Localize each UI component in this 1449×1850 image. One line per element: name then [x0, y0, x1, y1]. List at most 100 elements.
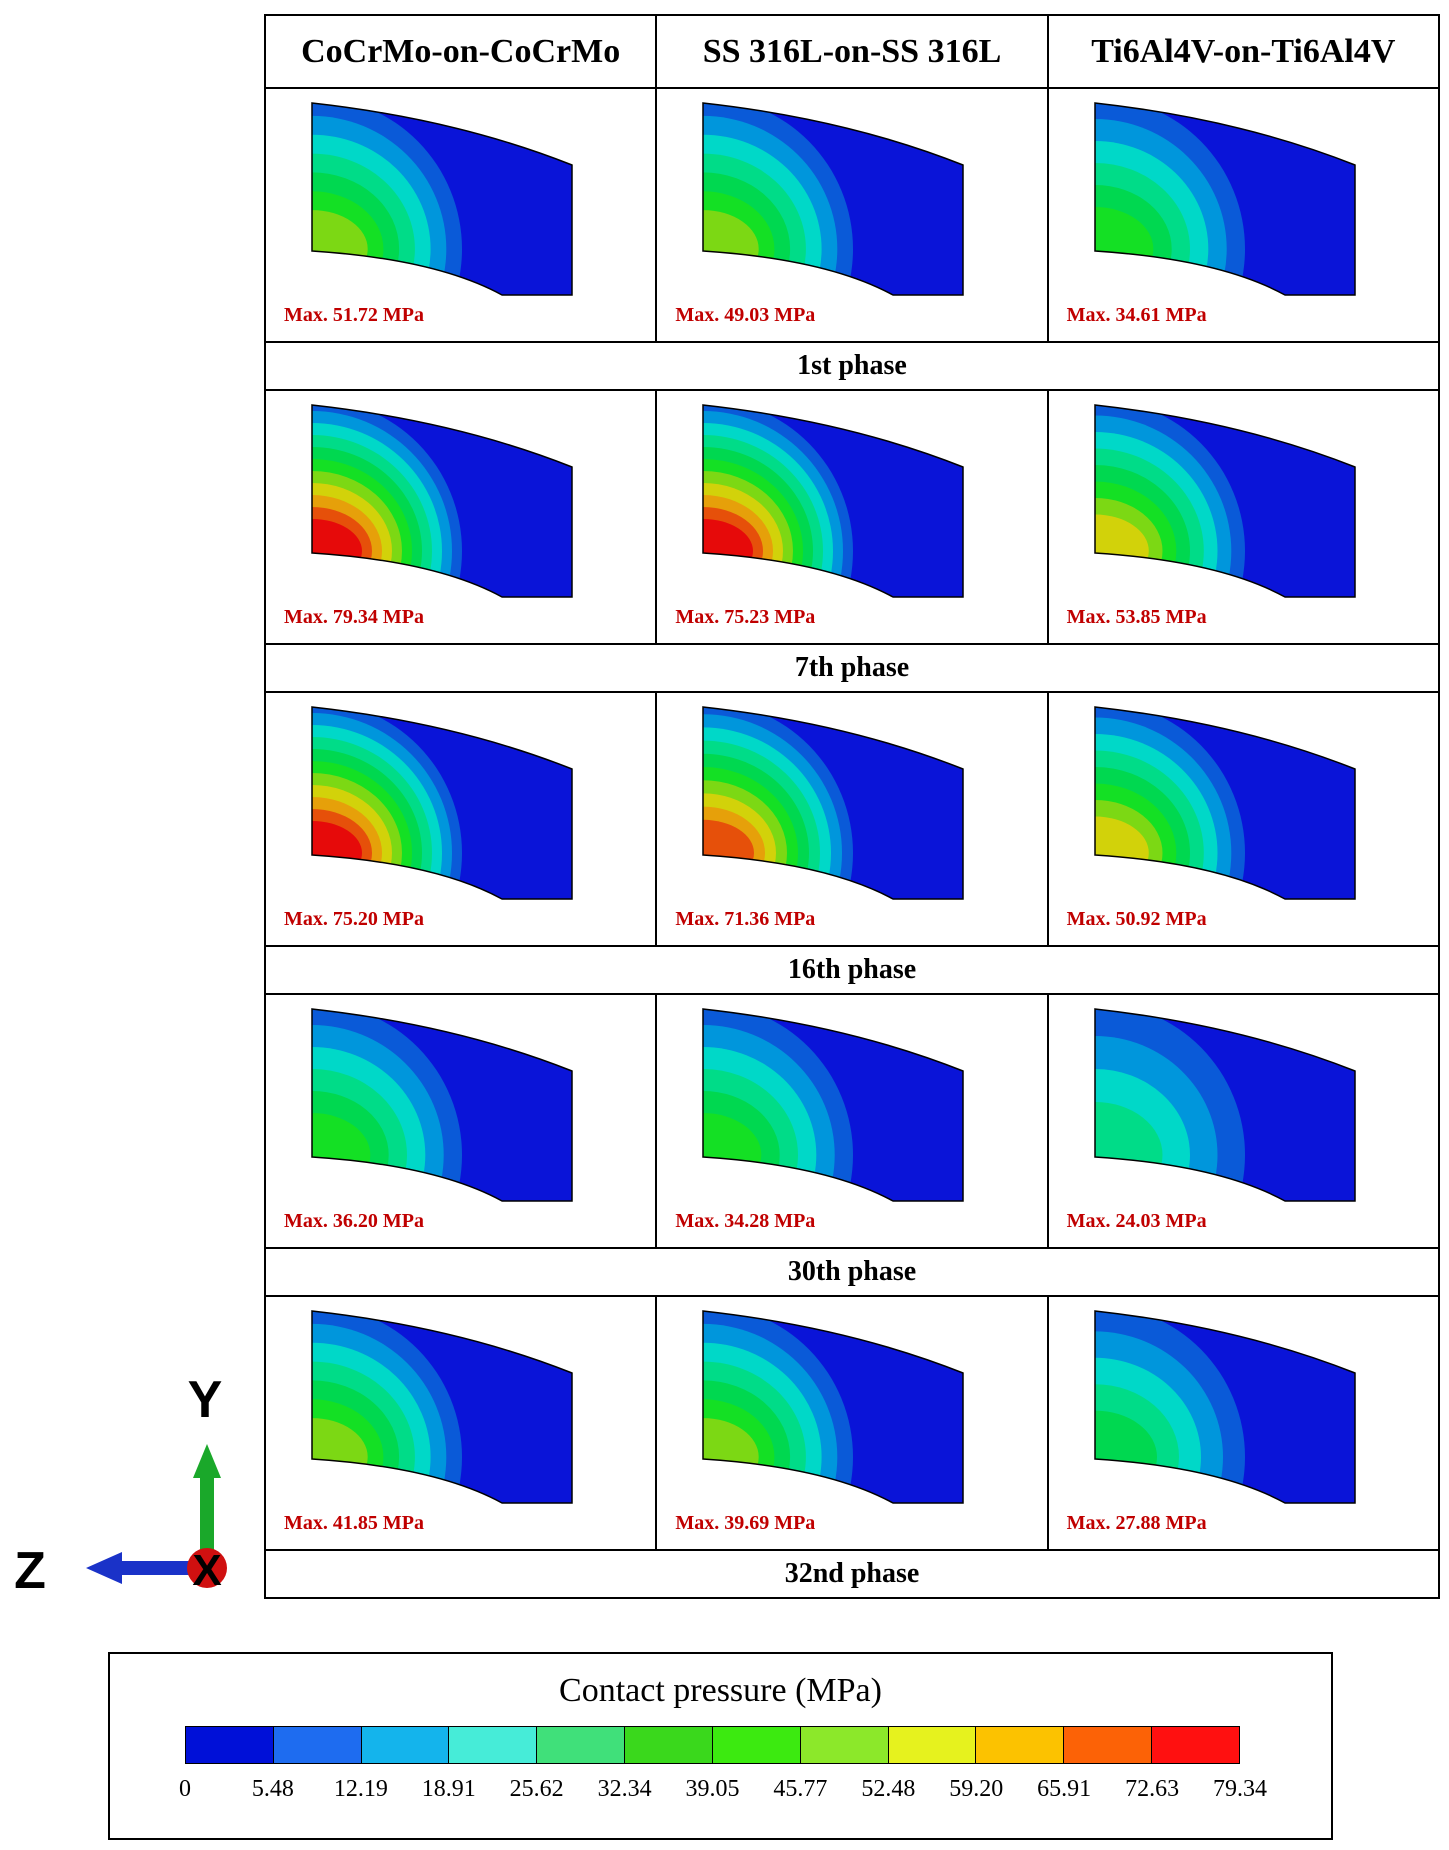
z-axis-shaft [118, 1561, 208, 1575]
y-axis-shaft [200, 1476, 214, 1566]
legend-swatch [888, 1727, 977, 1763]
contour-plot [1093, 706, 1356, 900]
legend-title: Contact pressure (MPa) [559, 1672, 882, 1709]
contour-image-row: Max. 36.20 MPa Max. 34.28 MPa Max. 24.03 M… [264, 995, 1440, 1247]
max-pressure-label: Max. 27.88 MPa [1066, 1512, 1207, 1534]
max-pressure-label: Max. 75.23 MPa [675, 606, 816, 628]
legend-tick-label: 52.48 [861, 1776, 916, 1802]
liner-outline [1093, 1310, 1356, 1504]
legend-tick-label: 79.34 [1213, 1776, 1267, 1802]
contour-band [703, 519, 754, 583]
contour-plot [702, 404, 965, 598]
max-pressure-label: Max. 24.03 MPa [1066, 1210, 1207, 1232]
legend-swatch [800, 1727, 889, 1763]
liner-outline [311, 1008, 573, 1202]
column-header-ss316l: SS 316L-on-SS 316L [657, 16, 1049, 87]
column-header-ti6al4v: Ti6Al4V-on-Ti6Al4V [1091, 32, 1396, 70]
max-pressure-label: Max. 36.20 MPa [284, 1210, 424, 1232]
max-pressure-label: Max. 34.61 MPa [1066, 304, 1207, 326]
legend-swatch [449, 1727, 538, 1763]
liner-outline [1093, 404, 1356, 598]
contour-plot [1093, 102, 1356, 296]
legend-swatch [361, 1727, 450, 1763]
legend-tick-label: 18.91 [421, 1776, 476, 1802]
contour-plot-cell: Max. 71.36 MPa [657, 693, 1049, 945]
liner-outline [702, 706, 965, 900]
legend-swatch [976, 1727, 1065, 1763]
legend-tick-label: 59.20 [949, 1776, 1004, 1802]
contour-plot-cell: Max. 53.85 MPa [1049, 391, 1438, 643]
legend-color-bar [185, 1726, 1240, 1764]
max-pressure-label: Max. 39.69 MPa [675, 1512, 816, 1534]
contour-plot-cell: Max. 27.88 MPa [1049, 1297, 1438, 1549]
contour-image-row: Max. 79.34 MPa Max. 75.23 MPa Max. 53.85 M… [264, 391, 1440, 643]
legend-swatch [1064, 1727, 1153, 1763]
liner-outline [702, 1008, 965, 1202]
legend-tick-label: 0 [179, 1776, 191, 1802]
legend-tick-label: 72.63 [1125, 1776, 1180, 1802]
color-legend: Contact pressure (MPa) 0 5.48 12.19 18.91 25… [108, 1652, 1333, 1840]
max-pressure-label: Max. 53.85 MPa [1066, 606, 1207, 628]
liner-outline [702, 1310, 965, 1504]
contour-plot [1093, 1310, 1356, 1504]
contour-plot-cell: Max. 75.23 MPa [657, 391, 1049, 643]
liner-outline [702, 404, 965, 598]
contour-plot-cell: Max. 41.85 MPa [266, 1297, 658, 1549]
contour-plot [702, 1310, 965, 1504]
max-pressure-label: Max. 41.85 MPa [284, 1512, 424, 1534]
contour-image-row: Max. 75.20 MPa Max. 71.36 MPa Max. 50.92 M… [264, 693, 1440, 945]
legend-swatch [537, 1727, 626, 1763]
contour-plot-cell: Max. 39.69 MPa [657, 1297, 1049, 1549]
liner-outline [1093, 706, 1356, 900]
x-axis-dot [187, 1548, 227, 1588]
max-pressure-label: Max. 49.03 MPa [675, 304, 816, 326]
contour-plot [702, 1008, 965, 1202]
liner-outline [1093, 102, 1356, 296]
contour-image-row: Max. 51.72 MPa Max. 49.03 MPa Max. 34.61 M… [264, 89, 1440, 341]
phase-label-row: 7th phase [264, 643, 1440, 693]
max-pressure-label: Max. 34.28 MPa [675, 1210, 816, 1232]
header-row: CoCrMo-on-CoCrMo SS 316L-on-SS 316L Ti6A… [264, 14, 1440, 89]
contour-plot-cell: Max. 75.20 MPa [266, 693, 658, 945]
liner-outline [311, 1310, 573, 1504]
contour-band [312, 519, 362, 583]
contour-plot [311, 404, 573, 598]
contour-band [312, 821, 362, 885]
legend-swatch [712, 1727, 801, 1763]
contour-plot-cell: Max. 51.72 MPa [266, 89, 658, 341]
contour-plot-cell: Max. 24.03 MPa [1049, 995, 1438, 1247]
legend-tick-label: 45.77 [773, 1776, 828, 1802]
max-pressure-label: Max. 79.34 MPa [284, 606, 424, 628]
liner-outline [311, 404, 573, 598]
max-pressure-label: Max. 71.36 MPa [675, 908, 816, 930]
legend-tick-label: 12.19 [333, 1776, 388, 1802]
z-axis-arrow [86, 1552, 122, 1584]
contour-plot [702, 706, 965, 900]
max-pressure-label: Max. 51.72 MPa [284, 304, 424, 326]
legend-tick-label: 65.91 [1037, 1776, 1092, 1802]
legend-swatch [186, 1727, 274, 1763]
max-pressure-label: Max. 50.92 MPa [1066, 908, 1207, 930]
contour-plot [1093, 1008, 1356, 1202]
contour-plot [311, 102, 573, 296]
phase-label-row: 32nd phase [264, 1549, 1440, 1599]
contour-plot [311, 1310, 573, 1504]
contour-plot-cell: Max. 49.03 MPa [657, 89, 1049, 341]
phase-label-row: 30th phase [264, 1247, 1440, 1297]
contour-plot-cell: Max. 50.92 MPa [1049, 693, 1438, 945]
phase-label-row: 1st phase [264, 341, 1440, 391]
legend-tick-label: 5.48 [251, 1776, 294, 1802]
contour-plot-cell: Max. 36.20 MPa [266, 995, 658, 1247]
liner-outline [702, 102, 965, 296]
max-pressure-label: Max. 75.20 MPa [284, 908, 424, 930]
phase-label-row: 16th phase [264, 945, 1440, 995]
legend-swatch [1152, 1727, 1239, 1763]
contour-plot-cell: Max. 79.34 MPa [266, 391, 658, 643]
legend-swatch [273, 1727, 362, 1763]
legend-tick-label: 32.34 [597, 1776, 652, 1802]
contour-plot [311, 706, 573, 900]
contour-plot [1093, 404, 1356, 598]
y-axis-arrow [193, 1444, 221, 1478]
z-axis-label: Z [14, 1542, 46, 1600]
contour-plot-cell: Max. 34.61 MPa [1049, 89, 1438, 341]
